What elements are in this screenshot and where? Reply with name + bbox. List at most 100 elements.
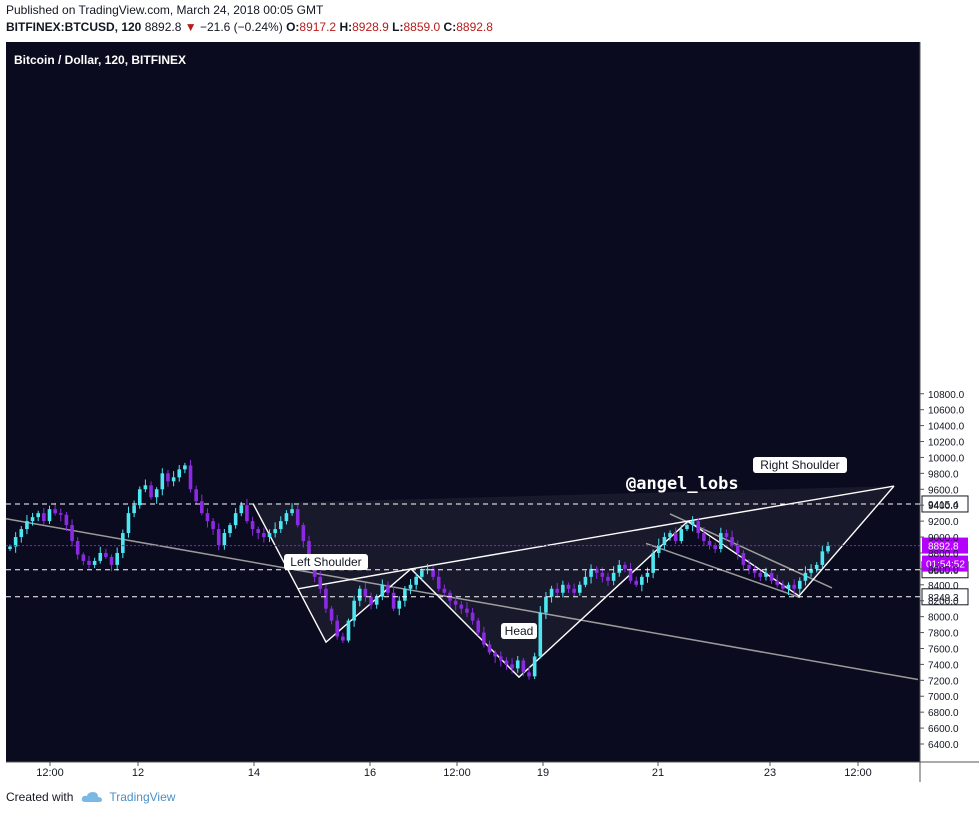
- candle-body: [318, 576, 323, 589]
- y-tick-label: 6400.0: [928, 740, 959, 751]
- candle-body: [786, 584, 791, 589]
- candle-body: [814, 564, 819, 569]
- pattern-label: Head: [505, 624, 534, 638]
- candle-body: [262, 533, 266, 538]
- candle-body: [623, 564, 627, 569]
- y-tick-label: 10800.0: [928, 390, 965, 401]
- candle-body: [363, 588, 368, 597]
- candle-body: [707, 541, 712, 545]
- price-change: −21.6 (−0.24%): [199, 20, 283, 34]
- candles: [8, 459, 830, 680]
- x-tick-label: 16: [364, 767, 376, 779]
- candle-body: [628, 568, 633, 581]
- price-level-label: 8249.3: [928, 593, 959, 604]
- candle-body: [634, 580, 638, 585]
- candle-body: [758, 572, 763, 577]
- y-tick-label: 8600.0: [928, 565, 959, 576]
- candle-body: [346, 620, 351, 641]
- candle-body: [442, 588, 447, 593]
- candle-body: [589, 568, 593, 577]
- last-price: 8892.8: [144, 20, 182, 34]
- candle-body: [301, 525, 306, 542]
- candle-body: [781, 584, 785, 589]
- candle-body: [487, 644, 492, 653]
- y-tick-label: 7000.0: [928, 692, 959, 703]
- y-tick-label: 9200.0: [928, 517, 959, 528]
- y-tick-label: 10600.0: [928, 406, 965, 417]
- x-tick-label: 23: [764, 767, 776, 779]
- candle-body: [341, 636, 345, 641]
- candle-body: [510, 664, 514, 669]
- candle-body: [284, 513, 289, 522]
- candle-body: [188, 465, 193, 490]
- symbol-line: BITFINEX:BTCUSD, 120 8892.8 ▼ −21.6 (−0.…: [6, 19, 493, 36]
- candle-body: [250, 521, 255, 530]
- pattern-label-box: [501, 623, 537, 639]
- candle-body: [154, 489, 159, 498]
- candle-body: [482, 632, 486, 645]
- candle-body: [470, 612, 475, 621]
- candle-body: [617, 564, 622, 573]
- candle-body: [160, 473, 165, 490]
- candle-body: [538, 612, 543, 657]
- candle-body: [53, 509, 57, 514]
- candle-body: [679, 529, 684, 542]
- candle-body: [673, 533, 678, 542]
- candle-body: [730, 537, 734, 545]
- y-tick-label: 10200.0: [928, 438, 965, 449]
- symbol-name: BITFINEX:BTCUSD, 120: [6, 20, 142, 34]
- candle-body: [499, 656, 503, 661]
- candle-body: [696, 521, 701, 534]
- candle-body: [527, 672, 531, 677]
- y-tick-label: 9400.0: [928, 501, 959, 512]
- candle-body: [58, 513, 63, 515]
- candle-body: [295, 509, 300, 526]
- pattern-label-box: [753, 457, 847, 473]
- candle-body: [228, 525, 232, 534]
- y-tick-label: 9600.0: [928, 485, 959, 496]
- close-value: 8892.8: [456, 20, 493, 34]
- pattern-label-box: [284, 554, 368, 570]
- price-level-tag: [921, 495, 969, 513]
- candle-body: [222, 533, 227, 545]
- candle-body: [36, 513, 41, 518]
- candle-body: [166, 473, 170, 482]
- candle-body: [465, 608, 469, 613]
- candle-body: [566, 584, 571, 589]
- candle-body: [70, 525, 74, 542]
- candle-body: [278, 521, 283, 530]
- candle-body: [809, 568, 813, 573]
- candle-body: [137, 489, 142, 506]
- low-value: 8859.0: [403, 20, 441, 34]
- candle-body: [143, 485, 148, 490]
- chart-header: Published on TradingView.com, March 24, …: [6, 2, 493, 36]
- candle-body: [369, 596, 373, 605]
- candle-body: [606, 576, 610, 581]
- candle-body: [476, 620, 481, 633]
- candle-body: [685, 525, 689, 530]
- candle-body: [205, 513, 210, 522]
- published-line: Published on TradingView.com, March 24, …: [6, 3, 324, 17]
- high-label: H:: [339, 20, 353, 34]
- candle-body: [329, 608, 334, 621]
- last-price-tag: [922, 537, 968, 554]
- pattern-labels: Left Shoulder Head Right Shoulder: [284, 457, 847, 639]
- candle-body: [211, 521, 215, 530]
- candle-body: [352, 600, 356, 621]
- candle-body: [290, 509, 294, 514]
- candle-body: [391, 592, 396, 609]
- y-tick-label: 7600.0: [928, 644, 959, 655]
- candle-body: [149, 485, 153, 498]
- candle-body: [87, 560, 91, 565]
- candle-body: [81, 554, 86, 561]
- y-tick-label: 6600.0: [928, 724, 959, 735]
- high-value: 8928.9: [352, 20, 389, 34]
- candle-body: [436, 576, 441, 589]
- candle-body: [324, 588, 328, 609]
- candle-body: [775, 580, 780, 585]
- tradingview-link[interactable]: TradingView: [109, 790, 176, 804]
- candle-body: [719, 533, 723, 549]
- price-axis-background: [920, 42, 979, 762]
- candle-body: [425, 568, 430, 571]
